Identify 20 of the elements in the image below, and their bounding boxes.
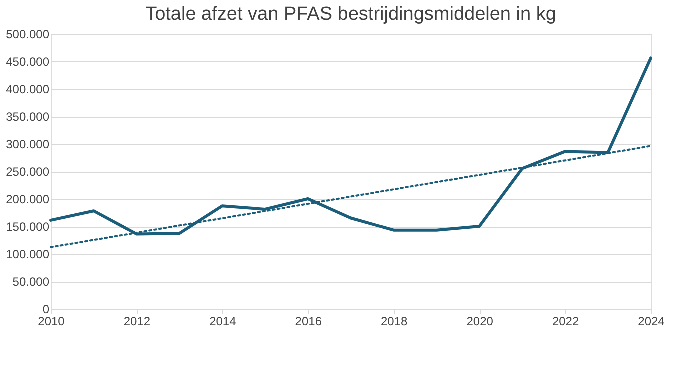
y-tick-label: 300.000 xyxy=(6,138,50,152)
y-tick-label: 450.000 xyxy=(6,55,50,69)
y-tick-label: 200.000 xyxy=(6,192,50,206)
x-tick-label: 2014 xyxy=(210,314,237,328)
y-tick-label: 250.000 xyxy=(6,165,50,179)
y-tick-label: 100.000 xyxy=(6,248,50,262)
x-tick-label: 2010 xyxy=(38,314,66,328)
y-tick-label: 350.000 xyxy=(6,110,50,124)
x-tick-label: 2018 xyxy=(381,314,408,328)
y-tick-label: 400.000 xyxy=(6,82,50,96)
x-tick-label: 2012 xyxy=(124,314,151,328)
y-tick-label: 0 xyxy=(42,302,50,316)
y-tick-label: 50.000 xyxy=(12,275,50,289)
x-tick-label: 2024 xyxy=(638,314,666,328)
y-tick-label: 150.000 xyxy=(6,220,50,234)
x-tick-label: 2016 xyxy=(295,314,322,328)
x-tick-label: 2022 xyxy=(552,314,580,328)
chart-title: Totale afzet van PFAS bestrijdingsmiddelen in kg xyxy=(146,4,556,25)
y-tick-label: 500.000 xyxy=(6,28,50,42)
x-tick-label: 2020 xyxy=(466,314,494,328)
